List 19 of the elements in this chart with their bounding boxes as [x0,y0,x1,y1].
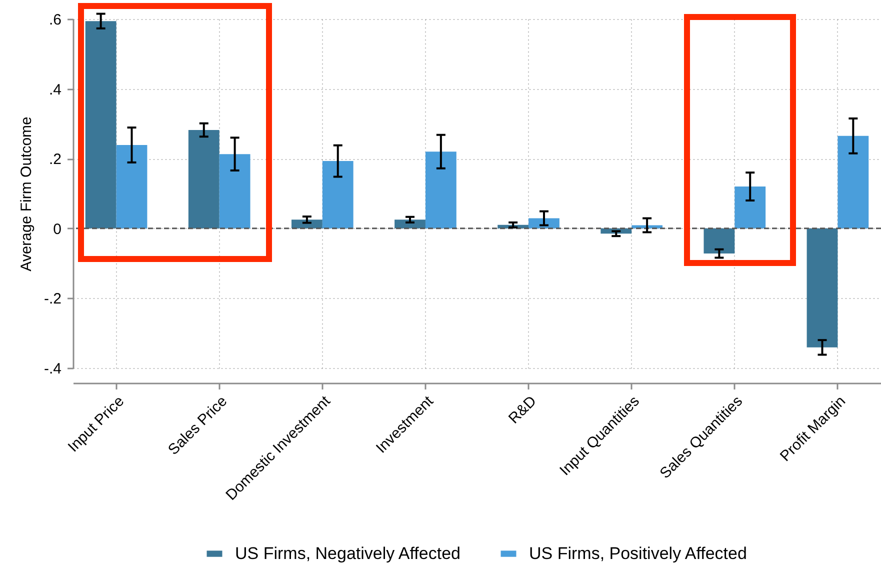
y-tick-label: -.2 [44,290,62,308]
bar [219,154,250,228]
y-tick-label: 0 [53,220,62,238]
y-tick-label: .2 [48,151,62,168]
y-tick-label: .6 [48,12,62,28]
bar [806,228,838,348]
bar [425,152,456,228]
y-tick-label: -.4 [44,360,62,378]
y-tick-label: .4 [48,81,62,98]
bar [116,144,148,228]
bar [704,228,735,254]
legend-label: US Firms, Positively Affected [529,544,747,563]
bar [838,136,869,228]
bar [85,21,116,228]
y-axis-title: Average Firm Outcome [18,116,35,272]
bar [734,186,766,228]
bar [322,161,354,228]
legend-label: US Firms, Negatively Affected [235,544,460,563]
bar [188,130,220,228]
